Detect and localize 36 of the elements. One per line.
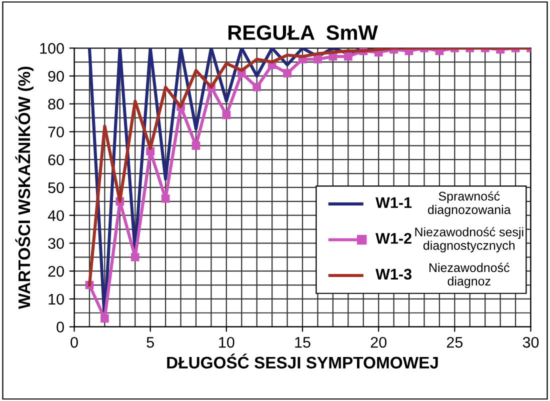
annotation: Niezawodność diagnoz [430, 262, 510, 288]
legend-label: W1-1 [376, 197, 412, 208]
x-tick-label: 15 [295, 337, 310, 348]
legend-label: W1-2 [376, 233, 412, 244]
chart-title: REGUŁA SmW [228, 25, 378, 40]
y-tick-label: 40 [48, 210, 64, 222]
point [100, 314, 109, 323]
point [344, 52, 352, 61]
x-tick-label: 30 [522, 336, 539, 348]
x-tick-label: 0 [70, 336, 78, 348]
y-tick-label: 80 [48, 98, 64, 110]
y-tick-label: 10 [48, 294, 64, 305]
y-tick-label: 100 [40, 42, 64, 54]
annotation: Niezawodność sesji diagnostycznych [415, 227, 524, 252]
point [130, 252, 140, 262]
point [192, 141, 200, 150]
y-axis-title: WARTOŚCI WSKAŹNIKÓW (%) [15, 66, 34, 310]
legend-label: W1-3 [376, 268, 412, 280]
y-tick-label: 60 [48, 154, 64, 166]
x-tick-label: 10 [219, 336, 234, 348]
x-tick-label: 25 [446, 336, 463, 348]
y-tick-label: 70 [48, 126, 64, 138]
y-tick-label: 50 [48, 182, 64, 194]
x-tick-label: 20 [370, 336, 386, 348]
x-tick-label: 5 [146, 337, 154, 348]
x-axis-title: DŁUGOŚĆ SESJI SYMPTOMOWEJ [167, 354, 438, 369]
y-tick-label: 0 [56, 322, 64, 332]
point [283, 69, 292, 78]
y-tick-label: 90 [48, 70, 64, 82]
y-tick-label: 30 [48, 238, 64, 249]
y-tick-label: 20 [48, 266, 64, 277]
point [314, 55, 322, 64]
point [222, 110, 231, 120]
point [252, 82, 262, 92]
annotation: Sprawność diagnozowania [428, 191, 511, 217]
point [161, 194, 170, 203]
